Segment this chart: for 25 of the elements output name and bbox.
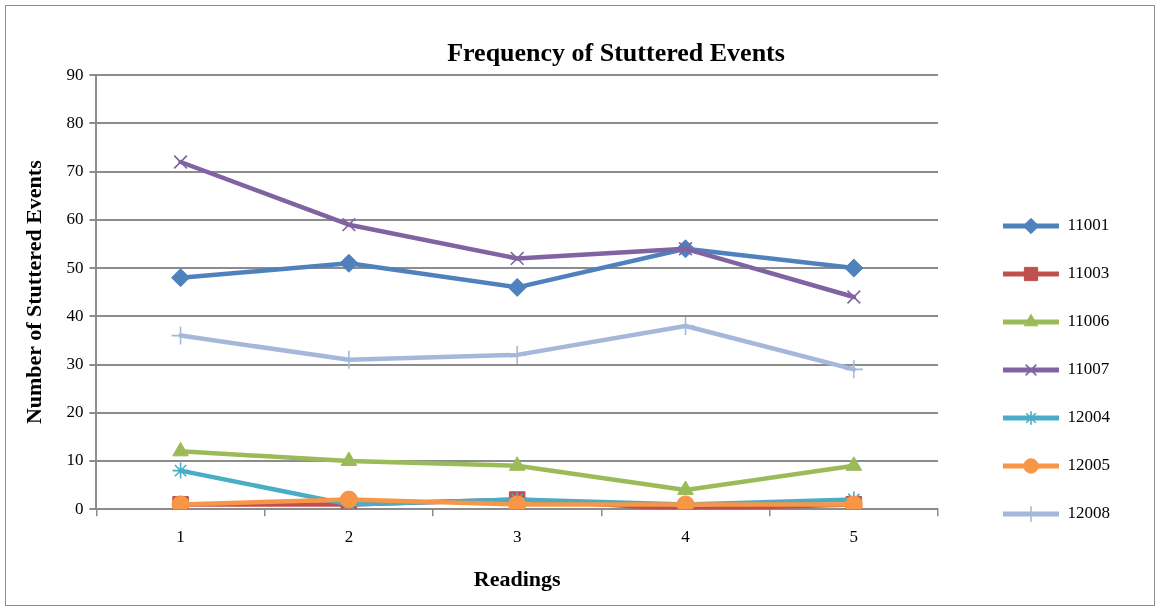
legend-label: 12004 [1067,407,1111,427]
legend-label: 11001 [1067,215,1110,235]
legend-label: 11006 [1067,311,1110,331]
legend-label: 12008 [1067,503,1110,523]
legend-label: 11003 [1067,263,1110,283]
x-tick-label: 1 [176,526,185,546]
x-tick-label: 5 [849,526,859,546]
x-tick-label: 4 [681,526,691,546]
y-tick-label: 70 [66,161,84,181]
y-tick-label: 80 [66,112,84,132]
y-tick-label: 30 [66,354,84,373]
legend-label: 12005 [1067,455,1110,475]
y-tick-label: 90 [66,64,84,84]
chart-title: Frequency of Stuttered Events [447,38,785,68]
y-tick-label: 10 [66,450,84,470]
y-tick-label: 60 [66,209,84,229]
y-tick-label: 40 [66,305,84,325]
legend-label: 11007 [1067,359,1110,379]
y-tick-label: 20 [66,402,84,422]
x-tick-label: 3 [512,526,522,546]
y-tick-label: 0 [74,498,84,518]
x-axis-title: Readings [473,566,562,592]
y-axis-title: Number of Stuttered Events [20,159,46,425]
y-tick-label: 50 [66,257,84,277]
x-tick-label: 2 [344,526,354,546]
